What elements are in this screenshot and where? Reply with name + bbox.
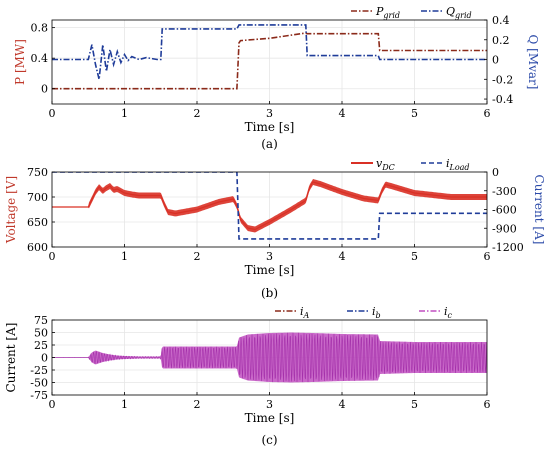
legend-label-i_A: iA xyxy=(300,305,310,320)
panel-caption: (b) xyxy=(261,286,278,300)
x-axis-label: Time [s] xyxy=(245,411,295,425)
x-tick-label: 6 xyxy=(484,398,491,411)
y-tick-label-left: -50 xyxy=(30,377,48,390)
x-tick-label: 5 xyxy=(411,398,418,411)
y-tick-label-left: 700 xyxy=(27,191,48,204)
legend-label-i_c: ic xyxy=(444,305,453,320)
panel-caption: (c) xyxy=(261,433,277,447)
plot-marks xyxy=(52,332,487,383)
x-tick-label: 3 xyxy=(266,250,273,263)
y-tick-label-left: -75 xyxy=(30,389,48,402)
x-tick-label: 3 xyxy=(266,398,273,411)
legend-label-i_b: ib xyxy=(372,305,381,320)
y-tick-label-right: 0.4 xyxy=(492,14,510,27)
y-tick-label-right: -300 xyxy=(492,185,517,198)
x-tick-label: 2 xyxy=(194,398,201,411)
x-tick-label: 2 xyxy=(194,250,201,263)
y-tick-label-left: 0.8 xyxy=(31,22,49,35)
x-tick-label: 1 xyxy=(121,250,128,263)
y-axis-label-left: Current [A] xyxy=(4,323,18,393)
legend-label-P_grid: Pgrid xyxy=(375,5,400,20)
y-axis-label-left: Voltage [V] xyxy=(4,176,18,244)
legend-label-Q_grid: Qgrid xyxy=(446,5,472,20)
x-tick-label: 0 xyxy=(49,107,56,120)
y-tick-label-right: -600 xyxy=(492,204,517,217)
y-tick-label-right: 0 xyxy=(492,54,499,67)
series-line-Q_grid xyxy=(52,24,487,80)
panel-a: 0 1 2 3 4 5 6 Time [s] 0 0.4 0.8 P [MW] -0.4 -0.2 0 0.2… xyxy=(13,5,540,151)
y-tick-label-left: 50 xyxy=(34,327,48,340)
panel-caption: (a) xyxy=(261,137,278,151)
x-tick-label: 3 xyxy=(266,107,273,120)
y-tick-label-left: 750 xyxy=(27,166,48,179)
y-tick-label-left: 0.4 xyxy=(31,52,49,65)
y-tick-label-left: 650 xyxy=(27,216,48,229)
y-tick-label-right: 0 xyxy=(492,166,499,179)
y-axis-label-right: Current [A] xyxy=(532,175,546,245)
y-tick-label-right: -0.4 xyxy=(492,93,513,106)
y-tick-label-left: 600 xyxy=(27,241,48,254)
legend-label-v_DC: vDC xyxy=(376,157,395,172)
y-axis-label-left: P [MW] xyxy=(13,39,27,85)
y-tick-label-right: -900 xyxy=(492,222,517,235)
panel-b: 0 1 2 3 4 5 6 Time [s] 600 650 700 750 Voltage [V] 0 -… xyxy=(4,157,546,300)
series-line-P_grid xyxy=(52,32,487,90)
x-axis-label: Time [s] xyxy=(245,120,295,134)
x-tick-label: 4 xyxy=(339,398,346,411)
y-axis-label-right: Q [Mvar] xyxy=(526,35,540,90)
y-tick-label-left: 75 xyxy=(34,314,48,327)
x-tick-label: 1 xyxy=(121,398,128,411)
plot-marks xyxy=(52,172,487,240)
legend-label-i_Load: iLoad xyxy=(446,157,470,172)
x-tick-label: 1 xyxy=(121,107,128,120)
current-waveform xyxy=(52,332,487,383)
x-tick-label: 0 xyxy=(49,398,56,411)
x-tick-label: 6 xyxy=(484,250,491,263)
x-tick-label: 5 xyxy=(411,107,418,120)
y-tick-label-left: 25 xyxy=(34,339,48,352)
y-tick-label-left: -25 xyxy=(30,364,48,377)
x-tick-label: 2 xyxy=(194,107,201,120)
y-tick-label-right: -0.2 xyxy=(492,73,513,86)
plot-marks xyxy=(52,24,487,90)
y-tick-label-left: 0 xyxy=(41,352,48,365)
x-tick-label: 4 xyxy=(339,107,346,120)
y-tick-label-right: -1200 xyxy=(492,241,524,254)
x-axis-label: Time [s] xyxy=(245,263,295,277)
series-line-v_DC xyxy=(52,181,487,231)
y-tick-label-left: 0 xyxy=(41,83,48,96)
series-line-i_Load xyxy=(52,172,487,240)
x-tick-label: 0 xyxy=(49,250,56,263)
x-tick-label: 4 xyxy=(339,250,346,263)
x-tick-label: 5 xyxy=(411,250,418,263)
y-tick-label-right: 0.2 xyxy=(492,34,510,47)
x-tick-label: 6 xyxy=(484,107,491,120)
